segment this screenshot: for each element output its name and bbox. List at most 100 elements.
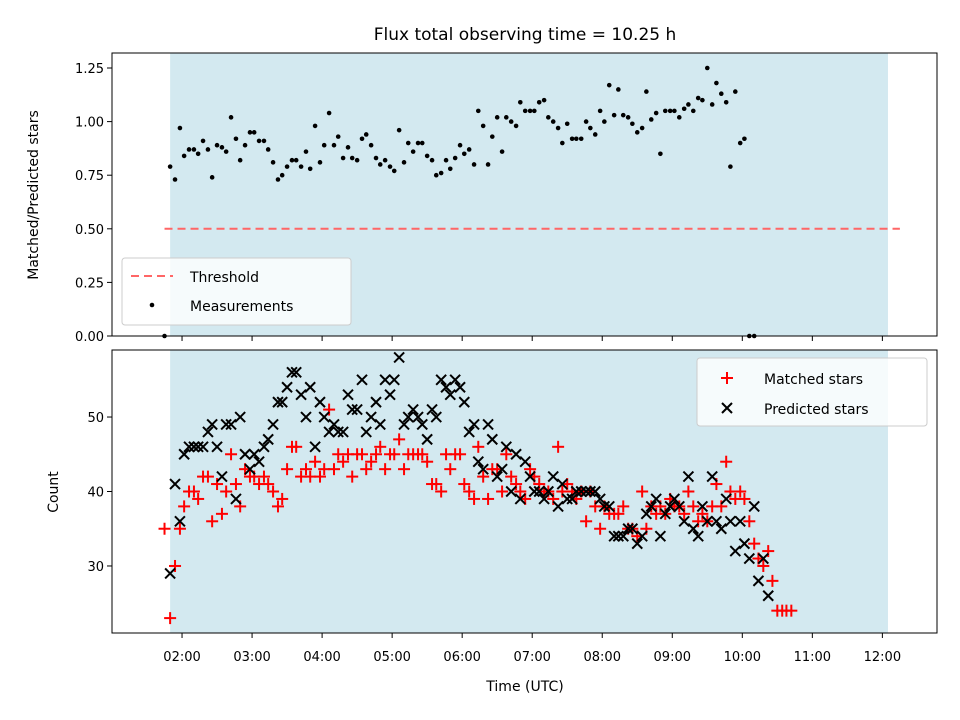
measurement-point — [499, 149, 505, 154]
measurement-point — [489, 134, 495, 139]
y-tick-label: 50 — [87, 411, 104, 426]
measurement-point — [312, 123, 318, 129]
predicted-star-point — [752, 575, 765, 587]
measurement-point — [424, 153, 430, 159]
predicted-star-point — [664, 500, 676, 513]
predicted-star-point — [640, 508, 653, 520]
matched-star-point — [164, 612, 177, 625]
predicted-star-point — [668, 493, 681, 505]
measurement-point — [620, 112, 626, 118]
x-tick-label: 02:00 — [163, 650, 200, 665]
top-panel-y-axis-label: Matched/Predicted stars — [26, 110, 42, 280]
measurement-point — [447, 166, 453, 172]
predicted-star-point — [561, 493, 573, 505]
predicted-star-point — [650, 493, 662, 505]
measurement-point — [667, 108, 673, 114]
measurement-point — [405, 140, 411, 146]
measurement-point — [461, 151, 467, 157]
matched-star-point — [715, 500, 728, 513]
measurement-point — [583, 119, 589, 124]
matched-star-point — [328, 463, 341, 476]
measurement-point — [359, 136, 365, 142]
matched-star-point — [612, 507, 625, 520]
predicted-star-point — [169, 478, 181, 490]
predicted-star-point — [729, 545, 742, 557]
predicted-star-point — [631, 537, 643, 550]
y-tick-label: 1.25 — [75, 62, 104, 77]
measurement-point — [275, 177, 281, 182]
measurement-point — [527, 108, 533, 114]
measurement-point — [733, 89, 738, 94]
predicted-star-point — [757, 552, 770, 565]
matched-star-point — [187, 485, 200, 498]
predicted-star-point — [276, 396, 288, 408]
measurement-point — [503, 115, 509, 120]
predicted-star-point — [407, 403, 419, 416]
predicted-star-point — [272, 396, 284, 408]
y-tick-label: 0.75 — [75, 169, 104, 184]
matched-star-point — [173, 522, 186, 535]
predicted-star-point — [748, 500, 760, 513]
measurement-point — [723, 100, 729, 105]
x-tick-label: 10:00 — [724, 650, 761, 665]
top-panel-marks — [162, 65, 900, 339]
measurement-point — [686, 102, 691, 107]
measurement-point — [200, 138, 206, 144]
measurement-point — [307, 166, 313, 172]
matched-star-point — [482, 492, 495, 505]
predicted-star-point — [486, 433, 498, 446]
predicted-star-point — [356, 374, 368, 386]
x-tick-label: 12:00 — [864, 650, 901, 665]
measurement-point — [672, 108, 677, 114]
predicted-star-point — [519, 456, 531, 468]
matched-star-point — [314, 470, 327, 483]
matched-star-point — [393, 433, 406, 446]
measurement-point — [592, 132, 598, 137]
top-panel-legend: Threshold Measurements — [121, 257, 352, 326]
measurement-point — [690, 108, 696, 114]
matched-star-point — [687, 500, 700, 513]
x-tick-label: 03:00 — [233, 650, 270, 665]
measurement-point — [270, 160, 276, 165]
matched-star-point — [458, 478, 471, 491]
predicted-star-point — [458, 396, 470, 408]
matched-star-point — [444, 463, 457, 476]
predicted-star-point — [589, 485, 601, 498]
predicted-star-point — [570, 485, 583, 498]
measurement-point — [634, 130, 640, 135]
matched-star-point — [337, 455, 350, 468]
matched-star-point — [281, 463, 294, 476]
predicted-star-point — [379, 374, 391, 386]
predicted-star-point — [566, 493, 578, 505]
bottom-panel-x-ticks: 02:00 03:00 04:00 05:00 06:00 07:00 08:00 09:00… — [163, 633, 901, 665]
predicted-star-point — [234, 411, 246, 423]
legend-measurements-swatch — [149, 302, 155, 308]
predicted-star-point — [468, 418, 480, 431]
measurement-point — [616, 87, 621, 92]
matched-star-point — [192, 492, 205, 505]
measurement-point — [186, 147, 192, 152]
predicted-star-point — [202, 426, 214, 438]
predicted-star-point — [538, 493, 550, 505]
measurement-point — [261, 138, 267, 144]
measurement-point — [438, 170, 444, 176]
top-legend-box — [121, 257, 352, 326]
predicted-star-point — [608, 530, 620, 542]
measurement-point — [368, 142, 374, 148]
matched-star-point — [435, 485, 448, 498]
predicted-star-point — [454, 381, 466, 393]
predicted-star-point — [542, 485, 555, 498]
measurement-point — [298, 164, 304, 169]
predicted-star-point — [216, 470, 228, 483]
predicted-star-point — [477, 463, 489, 475]
predicted-star-point — [197, 441, 209, 453]
matched-star-point — [696, 507, 709, 520]
predicted-star-point — [188, 441, 200, 453]
predicted-star-point — [290, 366, 302, 379]
matched-star-point — [370, 448, 383, 461]
measurement-point — [177, 125, 183, 131]
measurement-point — [564, 121, 570, 127]
measurement-point — [256, 138, 262, 144]
measurement-point — [457, 142, 463, 148]
matched-star-point — [158, 522, 171, 535]
